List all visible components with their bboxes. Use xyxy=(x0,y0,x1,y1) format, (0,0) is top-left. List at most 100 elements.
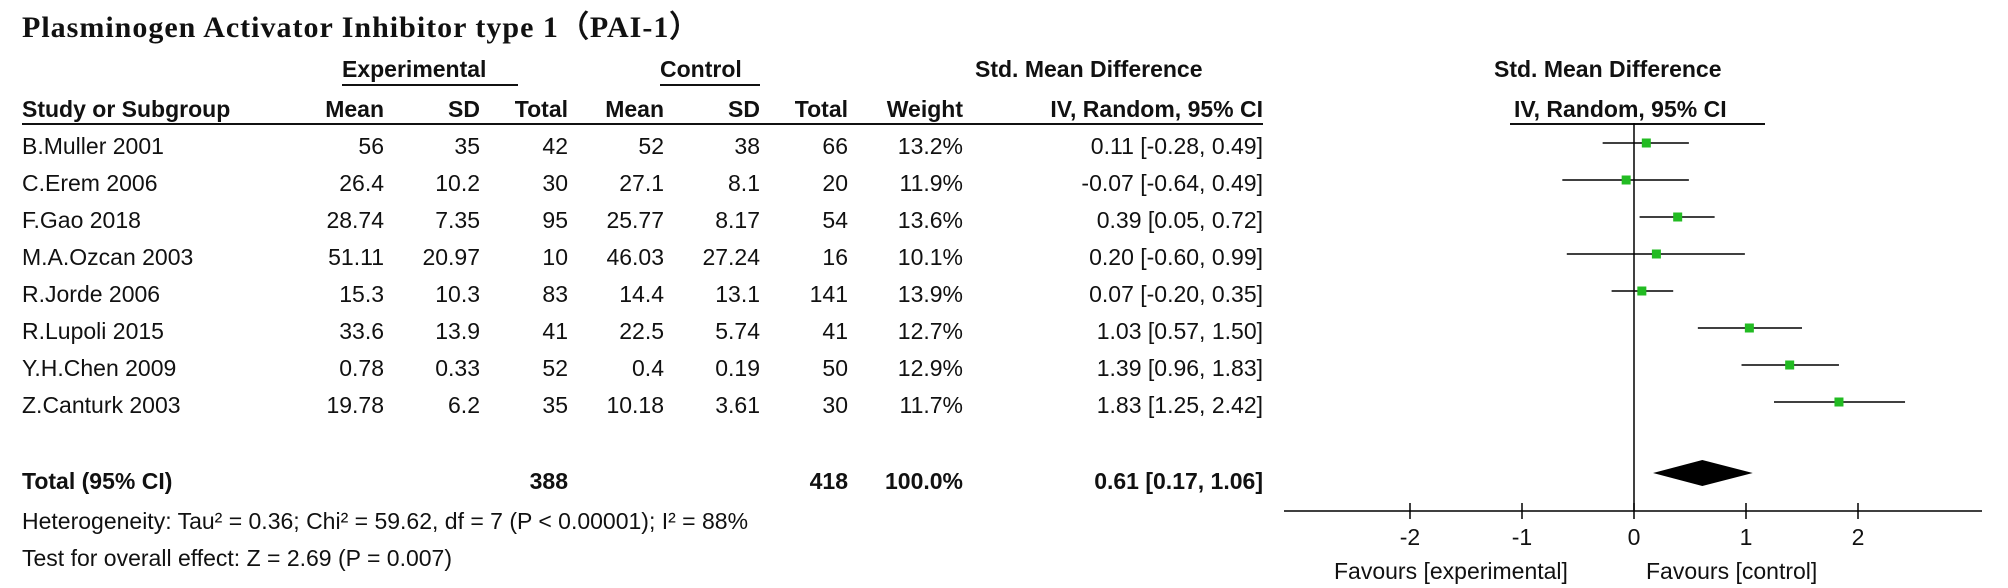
study-c-mean: 0.4 xyxy=(632,355,664,381)
header-weight: Weight xyxy=(886,96,963,122)
point-estimate xyxy=(1637,286,1647,296)
study-c-total: 16 xyxy=(822,244,848,270)
study-c-mean: 27.1 xyxy=(619,170,664,196)
study-weight: 13.6% xyxy=(897,207,963,233)
study-e-mean: 33.6 xyxy=(339,318,384,344)
study-c-sd: 38 xyxy=(734,133,760,159)
study-e-mean: 28.74 xyxy=(326,207,384,233)
study-e-mean: 15.3 xyxy=(339,281,384,307)
study-ci-text: 0.07 [-0.20, 0.35] xyxy=(1089,281,1263,307)
study-name: R.Jorde 2006 xyxy=(22,281,161,307)
study-weight: 10.1% xyxy=(897,244,963,270)
x-tick-label: 1 xyxy=(1740,524,1753,550)
study-e-sd: 35 xyxy=(454,133,480,159)
total-weight: 100.0% xyxy=(884,468,963,494)
study-weight: 13.9% xyxy=(897,281,963,307)
study-c-sd: 8.1 xyxy=(728,170,760,196)
favours-left-label: Favours [experimental] xyxy=(1334,558,1568,584)
study-e-total: 83 xyxy=(542,281,568,307)
header-e-mean: Mean xyxy=(325,96,384,122)
study-name: F.Gao 2018 xyxy=(22,207,141,233)
heterogeneity-text: Heterogeneity: Tau² = 0.36; Chi² = 59.62… xyxy=(22,508,749,534)
x-tick-label: 2 xyxy=(1852,524,1865,550)
study-e-sd: 20.97 xyxy=(422,244,480,270)
study-c-mean: 22.5 xyxy=(619,318,664,344)
x-tick-label: 0 xyxy=(1628,524,1641,550)
study-ci-text: 0.39 [0.05, 0.72] xyxy=(1096,207,1263,233)
chart-title: Plasminogen Activator Inhibitor type 1（P… xyxy=(22,11,701,44)
study-e-total: 30 xyxy=(542,170,568,196)
study-c-mean: 46.03 xyxy=(606,244,664,270)
study-e-total: 35 xyxy=(542,392,568,418)
study-c-total: 54 xyxy=(822,207,848,233)
x-tick-label: -1 xyxy=(1512,524,1532,550)
header-study: Study or Subgroup xyxy=(22,96,231,122)
study-c-total: 30 xyxy=(822,392,848,418)
study-c-total: 50 xyxy=(822,355,848,381)
study-c-sd: 13.1 xyxy=(715,281,760,307)
header-smd-plot: Std. Mean Difference xyxy=(1494,56,1722,82)
study-weight: 12.7% xyxy=(897,318,963,344)
study-e-total: 41 xyxy=(542,318,568,344)
study-ci-text: 0.11 [-0.28, 0.49] xyxy=(1090,133,1263,159)
study-weight: 11.7% xyxy=(899,392,963,418)
study-c-sd: 0.19 xyxy=(715,355,760,381)
study-c-total: 20 xyxy=(822,170,848,196)
study-name: M.A.Ozcan 2003 xyxy=(22,244,194,270)
header-experimental: Experimental xyxy=(342,56,487,82)
study-c-total: 41 xyxy=(822,318,848,344)
study-e-total: 10 xyxy=(542,244,568,270)
study-ci-text: 1.83 [1.25, 2.42] xyxy=(1096,392,1263,418)
study-c-sd: 27.24 xyxy=(702,244,760,270)
study-c-sd: 5.74 xyxy=(715,318,760,344)
point-estimate xyxy=(1621,175,1631,185)
point-estimate xyxy=(1785,360,1795,370)
study-c-total: 141 xyxy=(809,281,848,307)
header-control: Control xyxy=(660,56,742,82)
pooled-diamond xyxy=(1653,460,1753,486)
study-name: B.Muller 2001 xyxy=(22,133,164,159)
study-e-mean: 0.78 xyxy=(339,355,384,381)
study-ci-text: 1.39 [0.96, 1.83] xyxy=(1096,355,1263,381)
study-e-total: 42 xyxy=(542,133,568,159)
point-estimate xyxy=(1744,323,1754,333)
study-e-sd: 7.35 xyxy=(435,207,480,233)
study-c-sd: 8.17 xyxy=(715,207,760,233)
study-ci-text: 0.20 [-0.60, 0.99] xyxy=(1089,244,1263,270)
study-name: Z.Canturk 2003 xyxy=(22,392,181,418)
study-e-sd: 13.9 xyxy=(435,318,480,344)
header-method: IV, Random, 95% CI xyxy=(1050,96,1263,122)
study-e-total: 95 xyxy=(542,207,568,233)
study-ci-text: 1.03 [0.57, 1.50] xyxy=(1096,318,1263,344)
header-method-plot: IV, Random, 95% CI xyxy=(1514,96,1727,122)
point-estimate xyxy=(1834,397,1844,407)
x-tick-label: -2 xyxy=(1400,524,1420,550)
study-e-sd: 6.2 xyxy=(448,392,480,418)
study-weight: 12.9% xyxy=(897,355,963,381)
study-name: R.Lupoli 2015 xyxy=(22,318,164,344)
point-estimate xyxy=(1673,212,1683,222)
study-c-total: 66 xyxy=(822,133,848,159)
study-weight: 13.2% xyxy=(897,133,963,159)
header-c-mean: Mean xyxy=(605,96,664,122)
study-c-mean: 25.77 xyxy=(606,207,664,233)
header-c-total: Total xyxy=(794,96,848,122)
header-underline-row xyxy=(22,123,1263,125)
study-c-mean: 10.18 xyxy=(606,392,664,418)
header-c-sd: SD xyxy=(728,96,760,122)
header-underline-control xyxy=(660,84,760,86)
study-e-mean: 51.11 xyxy=(328,244,384,270)
header-underline-experimental xyxy=(342,84,518,86)
header-e-total: Total xyxy=(514,96,568,122)
point-estimate xyxy=(1641,138,1651,148)
total-label: Total (95% CI) xyxy=(22,468,173,494)
study-e-mean: 19.78 xyxy=(326,392,384,418)
study-name: C.Erem 2006 xyxy=(22,170,158,196)
total-ci-text: 0.61 [0.17, 1.06] xyxy=(1094,468,1263,494)
point-estimate xyxy=(1651,249,1661,259)
study-weight: 11.9% xyxy=(899,170,963,196)
study-e-mean: 56 xyxy=(358,133,384,159)
study-c-mean: 14.4 xyxy=(619,281,664,307)
study-e-total: 52 xyxy=(542,355,568,381)
